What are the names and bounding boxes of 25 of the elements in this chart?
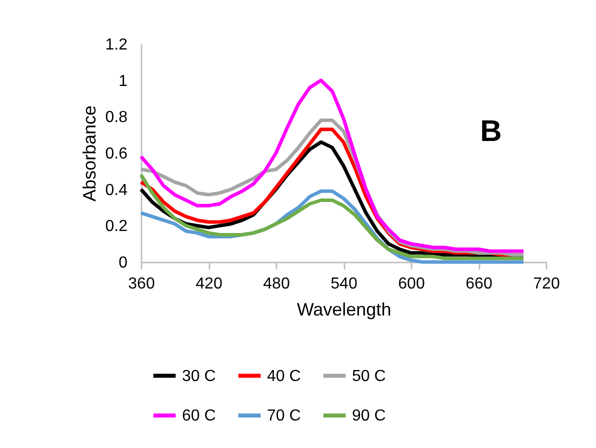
y-tick-label: 0.8 (105, 109, 128, 126)
x-tick-label: 540 (330, 276, 358, 292)
legend-label: 40 C (267, 368, 301, 385)
x-tick-label: 600 (398, 276, 425, 292)
x-tick-label: 420 (196, 276, 222, 292)
legend-label: 70 C (267, 408, 301, 424)
legend-label: 30 C (182, 368, 216, 385)
x-tick-label: 660 (466, 276, 492, 292)
y-tick-label: 1.2 (105, 36, 128, 54)
x-axis-title: Wavelength (296, 300, 392, 320)
legend-label: 60 C (182, 408, 216, 424)
line-series (139, 173, 526, 260)
y-tick-label: 0 (118, 254, 128, 272)
x-tick-label: 480 (263, 276, 290, 292)
annotation: B (480, 115, 502, 148)
y-axis-title: Absorbance (79, 105, 100, 202)
y-tick-label: 0.2 (105, 218, 128, 236)
y-tick-label: 1 (118, 72, 128, 90)
legend-label: 90 C (352, 408, 386, 424)
legend-label: 50 C (352, 368, 386, 385)
x-tick-label: 360 (128, 276, 155, 292)
y-tick-label: 0.6 (105, 146, 128, 162)
line-series (139, 78, 526, 253)
y-tick-label: 0.4 (105, 182, 128, 199)
x-tick-label: 720 (533, 276, 560, 292)
